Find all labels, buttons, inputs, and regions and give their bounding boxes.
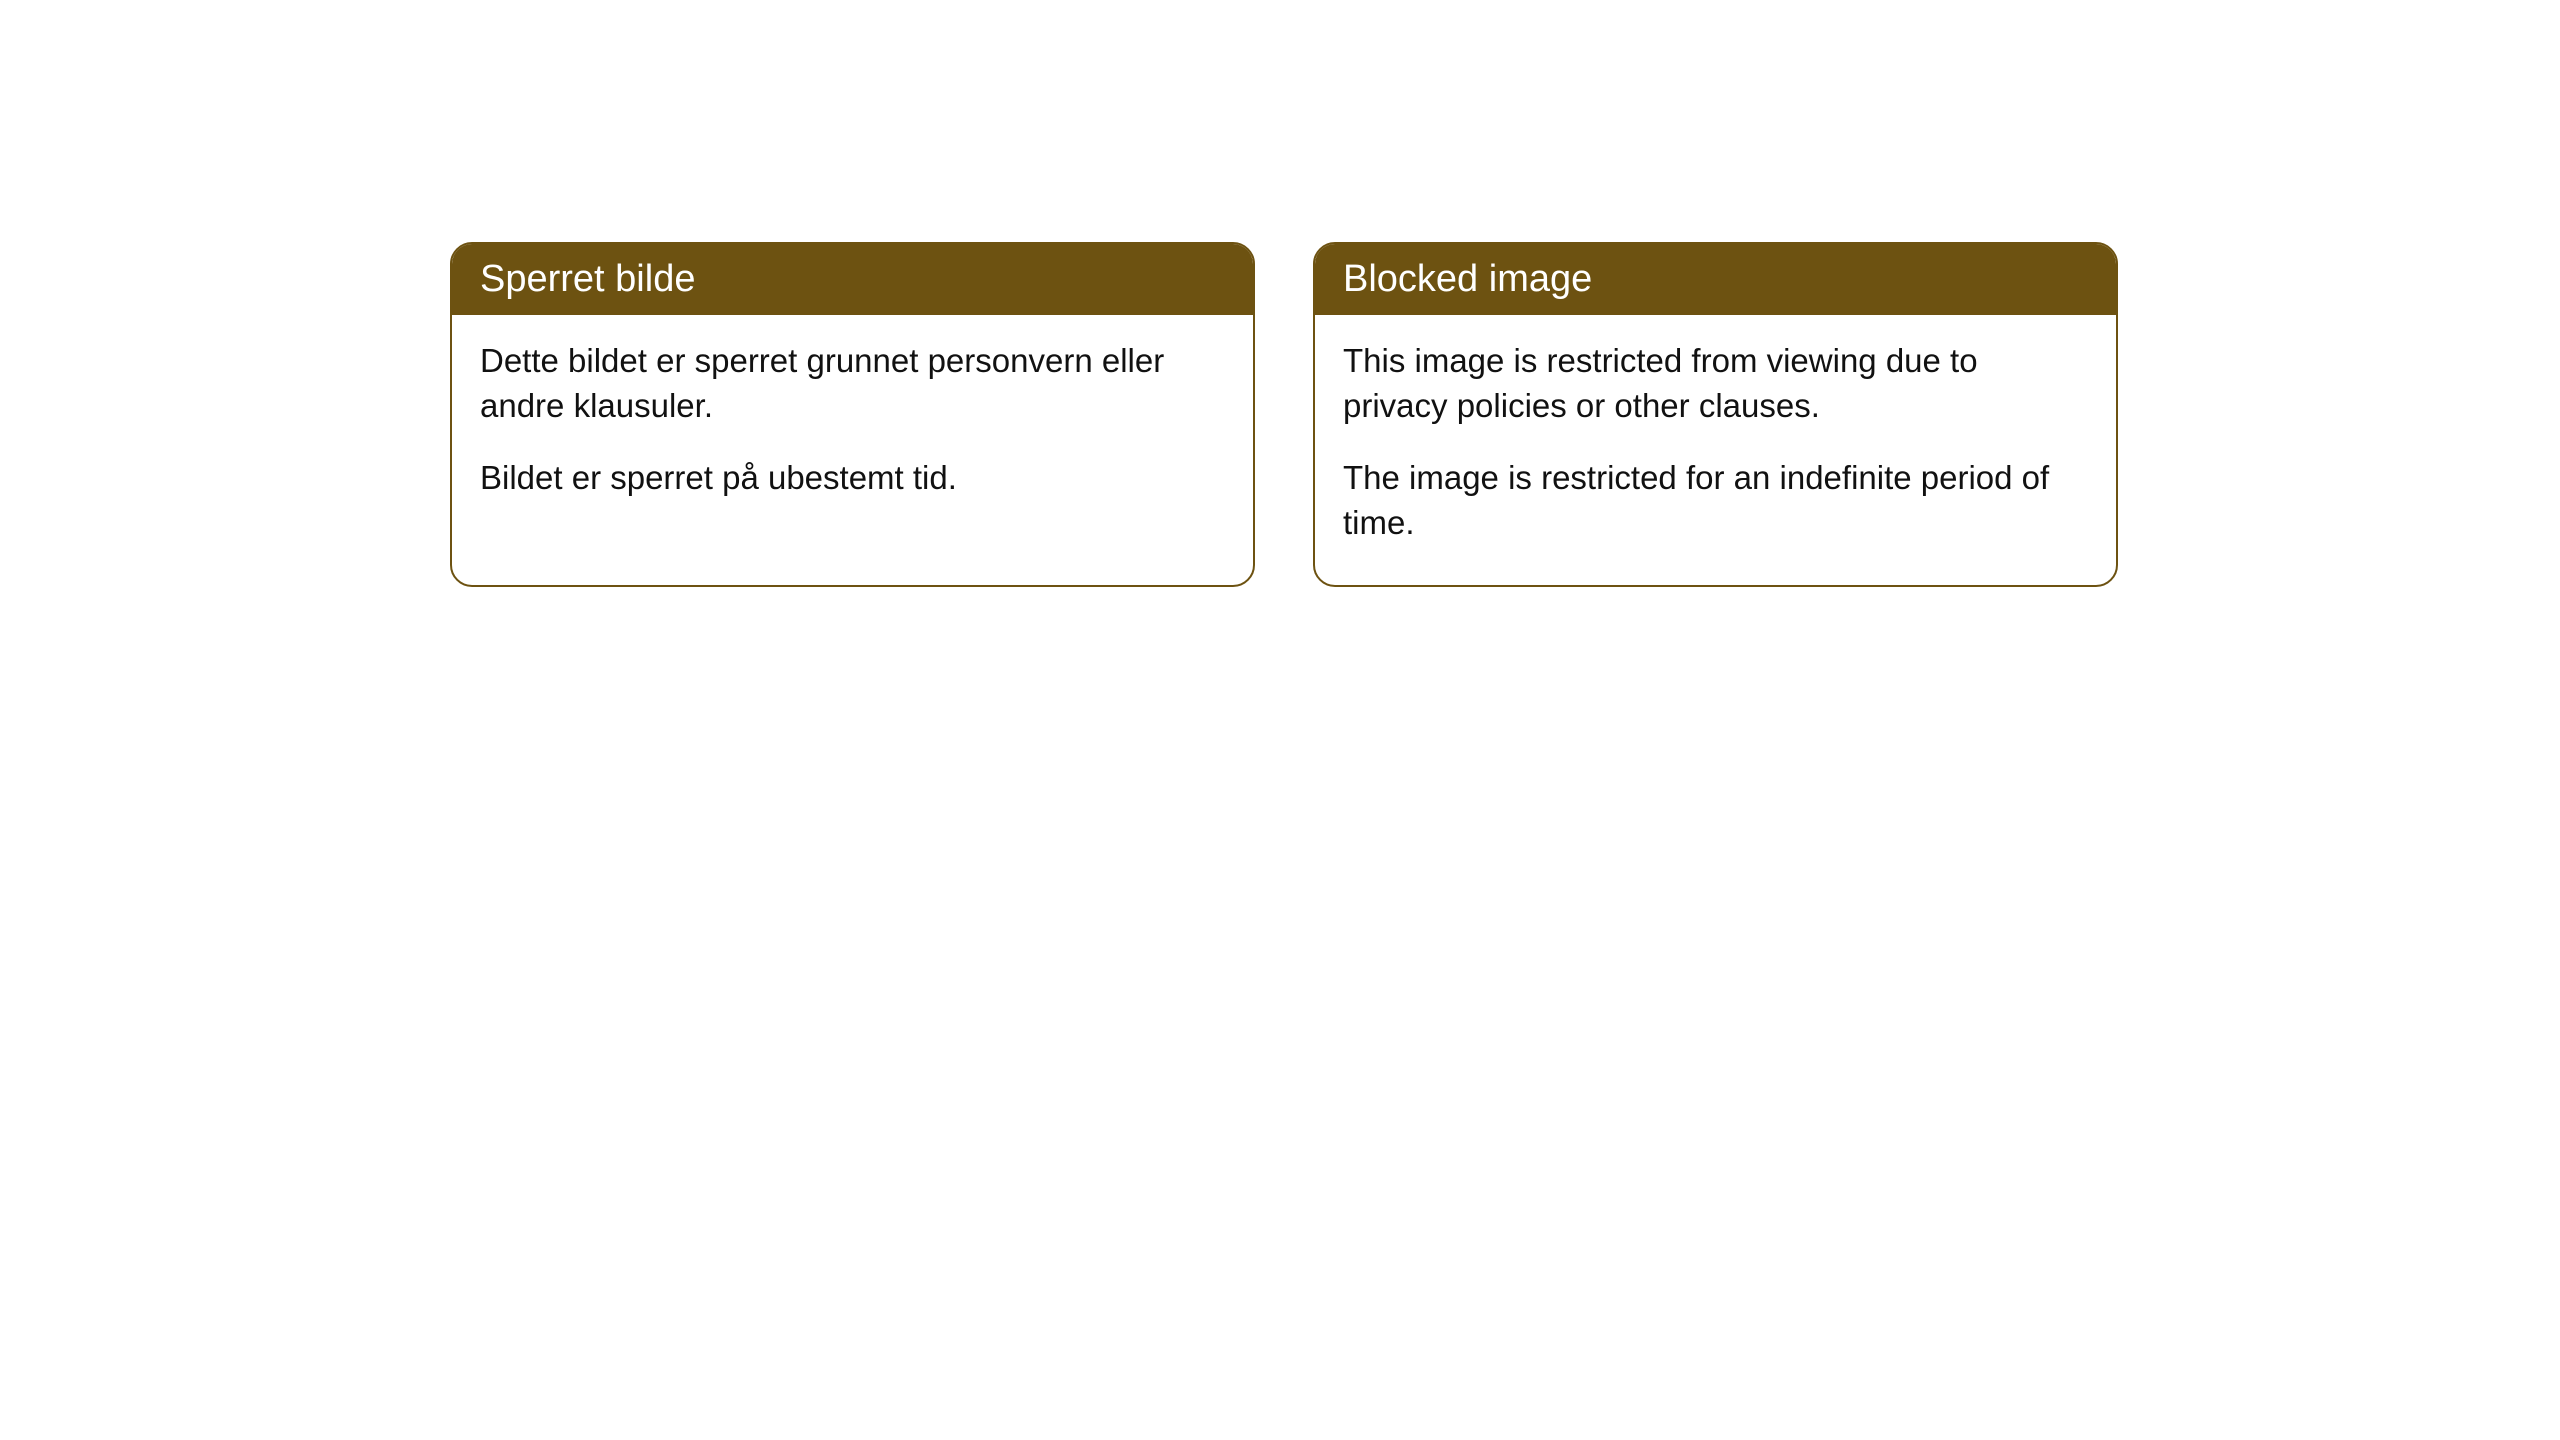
- blocked-image-card-en: Blocked image This image is restricted f…: [1313, 242, 2118, 587]
- card-paragraph: This image is restricted from viewing du…: [1343, 339, 2088, 428]
- card-paragraph: Bildet er sperret på ubestemt tid.: [480, 456, 1225, 501]
- blocked-image-card-no: Sperret bilde Dette bildet er sperret gr…: [450, 242, 1255, 587]
- card-body: Dette bildet er sperret grunnet personve…: [452, 315, 1253, 541]
- card-header: Blocked image: [1315, 244, 2116, 315]
- notice-cards-container: Sperret bilde Dette bildet er sperret gr…: [450, 242, 2118, 587]
- card-body: This image is restricted from viewing du…: [1315, 315, 2116, 585]
- card-paragraph: The image is restricted for an indefinit…: [1343, 456, 2088, 545]
- card-paragraph: Dette bildet er sperret grunnet personve…: [480, 339, 1225, 428]
- card-header: Sperret bilde: [452, 244, 1253, 315]
